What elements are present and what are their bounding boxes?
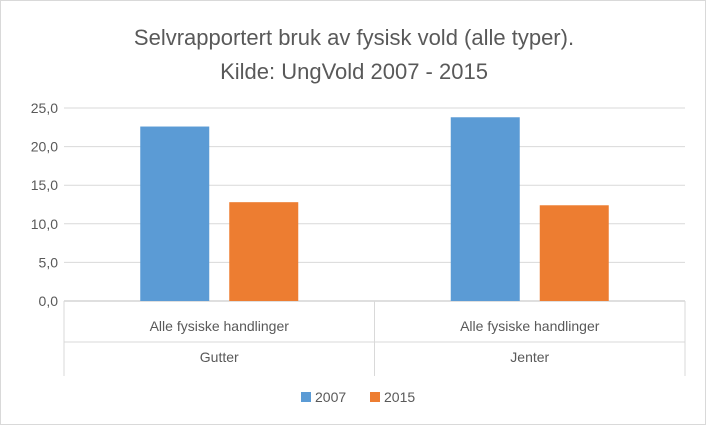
legend: 2007 2015 xyxy=(301,389,415,405)
y-axis: 0,0 5,0 10,0 15,0 20,0 25,0 xyxy=(31,100,58,309)
legend-label-2007: 2007 xyxy=(315,389,346,405)
x-category-label: Alle fysiske handlinger xyxy=(150,318,290,334)
y-tick-label: 5,0 xyxy=(39,254,59,270)
legend-label-2015: 2015 xyxy=(384,389,415,405)
x-axis: Alle fysiske handlinger Gutter Alle fysisk… xyxy=(63,301,686,376)
legend-swatch-2007 xyxy=(301,392,311,402)
bar-2007-jenter xyxy=(450,117,520,301)
y-tick-label: 20,0 xyxy=(31,139,58,155)
x-group-label: Gutter xyxy=(200,349,239,365)
bar-2007-gutter xyxy=(140,126,210,301)
bar-2015-gutter xyxy=(229,202,299,301)
chart-subtitle: Kilde: UngVold 2007 - 2015 xyxy=(220,59,488,84)
y-tick-label: 15,0 xyxy=(31,177,58,193)
y-tick-label: 10,0 xyxy=(31,216,58,232)
y-tick-label: 0,0 xyxy=(39,293,59,309)
x-group-label: Jenter xyxy=(510,349,549,365)
x-category-label: Alle fysiske handlinger xyxy=(460,318,600,334)
bars xyxy=(140,117,609,301)
legend-swatch-2015 xyxy=(370,392,380,402)
y-tick-label: 25,0 xyxy=(31,100,58,116)
chart-title: Selvrapportert bruk av fysisk vold (alle… xyxy=(134,25,574,50)
bar-2015-jenter xyxy=(539,205,609,301)
